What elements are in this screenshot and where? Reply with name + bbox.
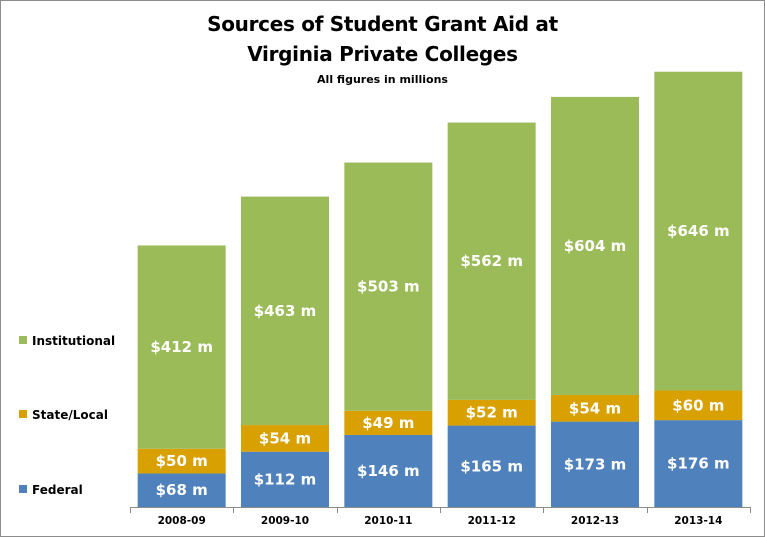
bar-federal-2008-09 xyxy=(137,473,226,507)
data-label-state-local-2010-11: $49 m xyxy=(362,414,414,432)
bar-federal-2013-14 xyxy=(654,420,743,507)
data-label-state-local-2013-14: $60 m xyxy=(672,396,724,414)
data-label-institutional-2010-11: $503 m xyxy=(357,278,420,296)
x-tick-label-2011-12: 2011-12 xyxy=(468,515,516,527)
bar-state-local-2009-10 xyxy=(241,425,329,452)
bar-state-local-2011-12 xyxy=(447,399,536,426)
legend-swatch-federal xyxy=(19,485,27,493)
data-label-state-local-2012-13: $54 m xyxy=(569,399,621,417)
bar-federal-2009-10 xyxy=(241,451,329,507)
bar-institutional-2011-12 xyxy=(447,122,536,400)
data-label-federal-2011-12: $165 m xyxy=(460,457,523,475)
data-label-federal-2008-09: $68 m xyxy=(156,481,208,499)
data-label-federal-2012-13: $173 m xyxy=(564,455,627,473)
data-label-institutional-2009-10: $463 m xyxy=(254,302,317,320)
bar-state-local-2010-11 xyxy=(344,410,433,435)
legend-swatch-institutional xyxy=(19,336,27,344)
data-label-institutional-2011-12: $562 m xyxy=(460,252,523,270)
data-label-state-local-2009-10: $54 m xyxy=(259,429,311,447)
x-tick-label-2012-13: 2012-13 xyxy=(571,515,619,527)
bar-institutional-2008-09 xyxy=(137,245,226,449)
data-label-state-local-2008-09: $50 m xyxy=(156,452,208,470)
bar-federal-2010-11 xyxy=(344,434,433,507)
chart-subtitle: All figures in millions xyxy=(317,73,448,86)
legend-label-institutional: Institutional xyxy=(32,334,115,348)
legend-swatch-state-local xyxy=(19,410,27,418)
bar-state-local-2012-13 xyxy=(551,394,639,422)
x-tick-label-2008-09: 2008-09 xyxy=(158,515,206,527)
data-label-state-local-2011-12: $52 m xyxy=(466,404,518,422)
data-label-federal-2010-11: $146 m xyxy=(357,462,420,480)
bar-federal-2012-13 xyxy=(551,421,639,507)
bar-state-local-2008-09 xyxy=(137,448,226,474)
bar-institutional-2013-14 xyxy=(654,71,743,391)
legend-label-state-local: State/Local xyxy=(32,408,108,422)
legend-label-federal: Federal xyxy=(32,483,83,497)
bar-federal-2011-12 xyxy=(447,425,536,507)
x-tick-label-2009-10: 2009-10 xyxy=(261,515,309,527)
bar-state-local-2013-14 xyxy=(654,390,743,421)
bar-institutional-2009-10 xyxy=(241,196,329,426)
data-label-institutional-2008-09: $412 m xyxy=(150,338,213,356)
data-label-federal-2009-10: $112 m xyxy=(254,470,317,488)
data-label-federal-2013-14: $176 m xyxy=(667,455,730,473)
chart-title-line2: Virginia Private Colleges xyxy=(247,42,518,66)
bar-institutional-2010-11 xyxy=(344,162,433,411)
x-tick-label-2010-11: 2010-11 xyxy=(364,515,412,527)
data-label-institutional-2012-13: $604 m xyxy=(564,237,627,255)
chart-title: Sources of Student Grant Aid at xyxy=(207,12,558,36)
data-label-institutional-2013-14: $646 m xyxy=(667,222,730,240)
x-tick-label-2013-14: 2013-14 xyxy=(674,515,722,527)
bar-institutional-2012-13 xyxy=(551,96,639,395)
